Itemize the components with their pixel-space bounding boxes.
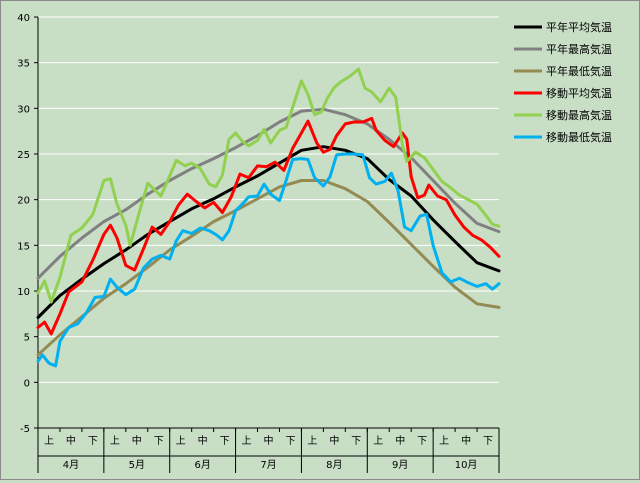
month-label: 8月 bbox=[326, 459, 342, 471]
legend-label: 移動最高気温 bbox=[546, 108, 612, 122]
series-line bbox=[36, 145, 501, 319]
legend-label: 移動平均気温 bbox=[546, 86, 612, 100]
period-label: 下 bbox=[483, 436, 493, 447]
period-label: 中 bbox=[395, 434, 405, 447]
period-label: 下 bbox=[88, 436, 98, 447]
period-label: 中 bbox=[329, 434, 339, 447]
period-label: 上 bbox=[242, 435, 252, 447]
x-axis-ticks: 上中下上中下上中下上中下上中下上中下上中下4月 5月 6月 7月 8月 9月 10月 bbox=[37, 428, 493, 473]
series-line bbox=[36, 152, 501, 368]
y-tick-label: -5 bbox=[20, 424, 30, 435]
series-lines bbox=[36, 67, 501, 368]
y-axis-ticks: -5 0 5 10 15 20 25 30 35 40 bbox=[17, 13, 38, 435]
y-tick-label: 15 bbox=[17, 241, 30, 252]
period-label: 上 bbox=[44, 435, 54, 447]
period-label: 中 bbox=[264, 434, 274, 447]
period-label: 中 bbox=[132, 434, 142, 447]
y-tick-label: 5 bbox=[24, 333, 30, 344]
y-tick-label: 30 bbox=[17, 104, 30, 115]
period-label: 上 bbox=[307, 435, 317, 447]
series-line bbox=[36, 179, 501, 357]
period-label: 下 bbox=[417, 436, 427, 447]
month-label: 10月 bbox=[455, 459, 478, 471]
y-tick-label: 0 bbox=[24, 378, 30, 389]
month-label: 6月 bbox=[194, 459, 210, 471]
period-label: 中 bbox=[66, 434, 76, 447]
y-tick-label: 20 bbox=[17, 196, 30, 207]
period-label: 上 bbox=[439, 435, 449, 447]
legend-label: 平年平均気温 bbox=[546, 20, 612, 34]
legend-label: 移動最低気温 bbox=[546, 130, 612, 144]
month-label: 7月 bbox=[260, 459, 276, 471]
series-line bbox=[36, 107, 501, 280]
period-label: 中 bbox=[198, 434, 208, 447]
month-label: 4月 bbox=[63, 459, 79, 471]
y-tick-label: 10 bbox=[17, 287, 30, 298]
legend-label: 平年最高気温 bbox=[546, 42, 612, 56]
period-label: 下 bbox=[285, 436, 295, 447]
month-label: 5月 bbox=[129, 459, 145, 471]
period-label: 上 bbox=[176, 435, 186, 447]
series-line bbox=[36, 116, 501, 336]
period-label: 中 bbox=[461, 434, 471, 447]
y-tick-label: 25 bbox=[17, 150, 30, 161]
period-label: 下 bbox=[220, 436, 230, 447]
period-label: 上 bbox=[373, 435, 383, 447]
series-line bbox=[36, 67, 501, 304]
y-tick-label: 40 bbox=[17, 13, 30, 24]
legend-label: 平年最低気温 bbox=[546, 64, 612, 78]
y-tick-label: 35 bbox=[17, 59, 30, 70]
axes bbox=[37, 17, 500, 473]
period-label: 上 bbox=[110, 435, 120, 447]
month-label: 9月 bbox=[392, 459, 408, 471]
period-label: 下 bbox=[154, 436, 164, 447]
period-label: 下 bbox=[351, 436, 361, 447]
